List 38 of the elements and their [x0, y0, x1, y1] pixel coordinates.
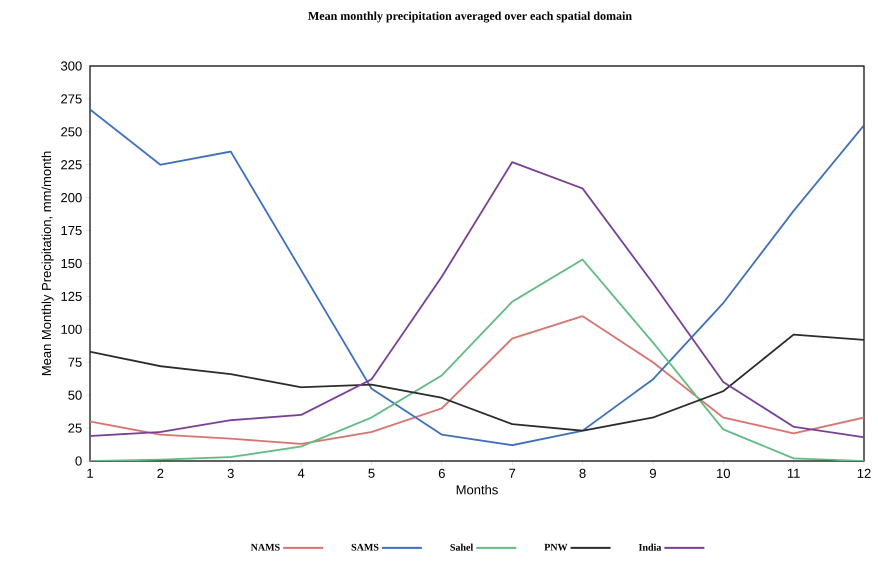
y-tick-label: 175	[62, 226, 82, 236]
x-tick-label: 11	[788, 468, 800, 478]
y-tick-label: 275	[61, 94, 82, 104]
y-tick-label: 25	[68, 423, 82, 433]
y-tick-label: 0	[75, 456, 82, 466]
legend-label: NAMS	[250, 544, 280, 551]
y-tick-label: 75	[68, 358, 82, 367]
line-series	[90, 315, 864, 445]
x-tick-label: 5	[368, 468, 375, 478]
y-tick-label: 300	[61, 61, 82, 71]
y-axis-title: Mean Monthly Precipitation, mm/month	[42, 152, 54, 376]
y-tick-label: 150	[62, 258, 82, 268]
line-series	[90, 334, 864, 432]
line-series	[90, 108, 864, 446]
x-axis-title: Months	[456, 484, 498, 494]
legend-label: India	[638, 544, 662, 551]
chart-title: Mean monthly precipitation averaged over each spatial domain	[308, 12, 632, 22]
x-tick-label: 6	[438, 468, 445, 478]
x-tick-label: 10	[717, 468, 730, 478]
x-tick-label: 8	[580, 468, 586, 478]
x-tick-label: 4	[298, 468, 304, 478]
y-tick-label: 250	[61, 127, 82, 136]
x-tick-label: 3	[228, 468, 234, 478]
line-series	[90, 258, 864, 461]
legend-label: Sahel	[450, 544, 474, 551]
x-tick-label: 12	[858, 468, 871, 478]
x-tick-label: 1	[87, 468, 93, 478]
y-tick-label: 125	[62, 292, 82, 302]
y-tick-label: 50	[68, 390, 82, 400]
legend-label: SAMS	[352, 544, 378, 551]
y-tick-label: 225	[61, 160, 82, 170]
y-tick-label: 100	[62, 324, 82, 334]
x-tick-label: 7	[509, 468, 516, 478]
x-tick-label: 2	[157, 468, 164, 478]
legend-label: PNW	[544, 544, 568, 551]
x-tick-label: 9	[650, 468, 656, 478]
line-series	[90, 161, 864, 438]
y-tick-label: 200	[61, 193, 82, 202]
